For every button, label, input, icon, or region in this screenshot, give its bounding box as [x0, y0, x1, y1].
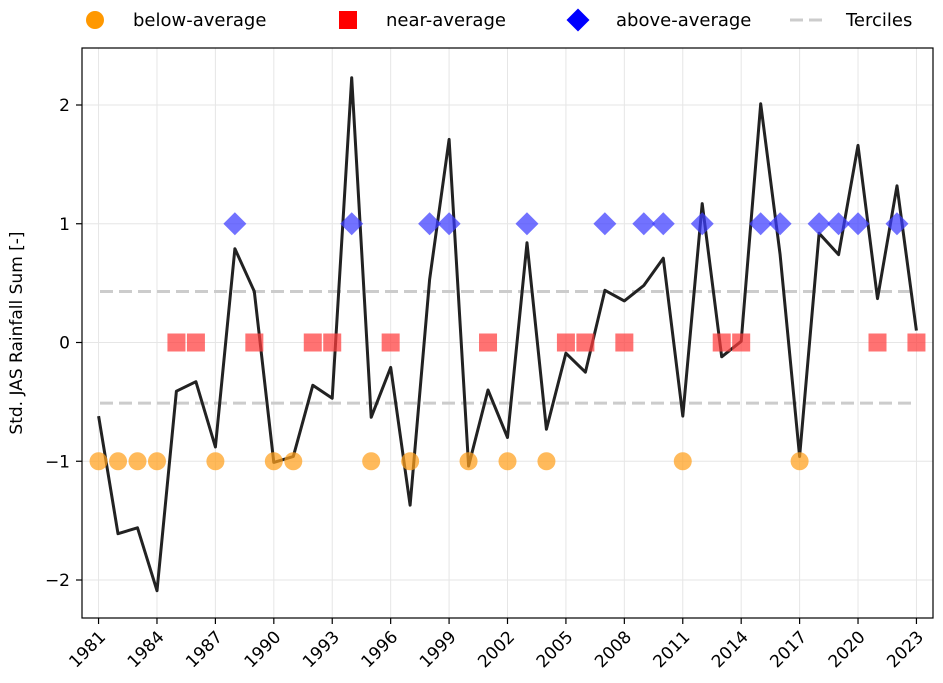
- below-average-marker: [498, 452, 517, 471]
- legend: below-average near-average above-average Te…: [86, 8, 912, 32]
- near-average-marker: [576, 333, 595, 352]
- near-average-marker: [556, 333, 575, 352]
- above-average-marker: [846, 212, 870, 236]
- legend-label: above-average: [616, 10, 751, 31]
- x-tick-label: 1999: [416, 627, 461, 672]
- x-tick-label: 1990: [241, 627, 286, 672]
- x-tick-label: 1996: [357, 627, 402, 672]
- y-tick-label: 0: [59, 334, 70, 354]
- below-average-marker: [264, 452, 283, 471]
- grid-lines: [82, 48, 933, 618]
- y-axis-label: Std. JAS Rainfall Sum [-]: [7, 231, 27, 434]
- near-average-marker: [868, 333, 887, 352]
- x-tick-label: 1981: [65, 627, 110, 672]
- below-average-marker: [89, 452, 108, 471]
- below-average-marker: [537, 452, 556, 471]
- below-average-marker: [459, 452, 478, 471]
- legend-label: Terciles: [845, 10, 912, 31]
- x-tick-label: 2017: [766, 627, 811, 672]
- below-average-marker: [147, 452, 166, 471]
- legend-near-average-swatch: [339, 11, 357, 29]
- y-tick-label: 2: [59, 96, 70, 116]
- above-average-marker: [807, 212, 831, 236]
- legend-below-average-swatch: [86, 11, 104, 29]
- below-average-marker: [109, 452, 128, 471]
- legend-label: near-average: [386, 10, 506, 31]
- below-average-marker: [128, 452, 147, 471]
- legend-label: below-average: [133, 10, 266, 31]
- above-average-marker: [632, 212, 656, 236]
- above-average-marker: [418, 212, 442, 236]
- x-tick-label: 2005: [533, 627, 578, 672]
- near-average-marker: [323, 333, 342, 352]
- near-average-marker: [167, 333, 186, 352]
- tercile-lines: [100, 289, 915, 405]
- axes: 1981 1984 1987 1990 1993 1996 1999 2002 2005 2008…: [45, 96, 928, 672]
- legend-above-average-swatch: [566, 8, 590, 32]
- below-average-marker: [790, 452, 809, 471]
- above-average-marker: [768, 212, 792, 236]
- x-tick-label: 2011: [650, 627, 695, 672]
- near-average-marker: [245, 333, 264, 352]
- near-average-marker: [615, 333, 634, 352]
- above-average-marker: [690, 212, 714, 236]
- above-average-marker: [885, 212, 909, 236]
- x-tick-label: 1993: [299, 627, 344, 672]
- above-average-marker: [749, 212, 773, 236]
- near-average-marker: [479, 333, 498, 352]
- near-average-marker: [303, 333, 322, 352]
- above-average-marker: [593, 212, 617, 236]
- x-tick-label: 2008: [591, 627, 636, 672]
- category-markers: [89, 212, 926, 471]
- above-average-marker: [827, 212, 851, 236]
- above-average-marker: [515, 212, 539, 236]
- y-tick-label: −1: [45, 452, 70, 472]
- above-average-marker: [223, 212, 247, 236]
- y-tick-label: −2: [45, 571, 70, 591]
- x-tick-label: 2020: [825, 627, 870, 672]
- below-average-marker: [401, 452, 420, 471]
- x-tick-label: 2023: [883, 627, 928, 672]
- below-average-marker: [284, 452, 303, 471]
- near-average-marker: [907, 333, 926, 352]
- near-average-marker: [732, 333, 751, 352]
- above-average-marker: [340, 212, 364, 236]
- below-average-marker: [206, 452, 225, 471]
- near-average-marker: [186, 333, 205, 352]
- x-tick-label: 2002: [474, 627, 519, 672]
- x-tick-label: 1984: [124, 627, 169, 672]
- y-tick-label: 1: [59, 215, 70, 235]
- near-average-marker: [381, 333, 400, 352]
- x-tick-label: 2014: [708, 627, 753, 672]
- x-tick-label: 1987: [182, 627, 227, 672]
- above-average-marker: [651, 212, 675, 236]
- below-average-marker: [362, 452, 381, 471]
- above-average-marker: [437, 212, 461, 236]
- near-average-marker: [712, 333, 731, 352]
- below-average-marker: [673, 452, 692, 471]
